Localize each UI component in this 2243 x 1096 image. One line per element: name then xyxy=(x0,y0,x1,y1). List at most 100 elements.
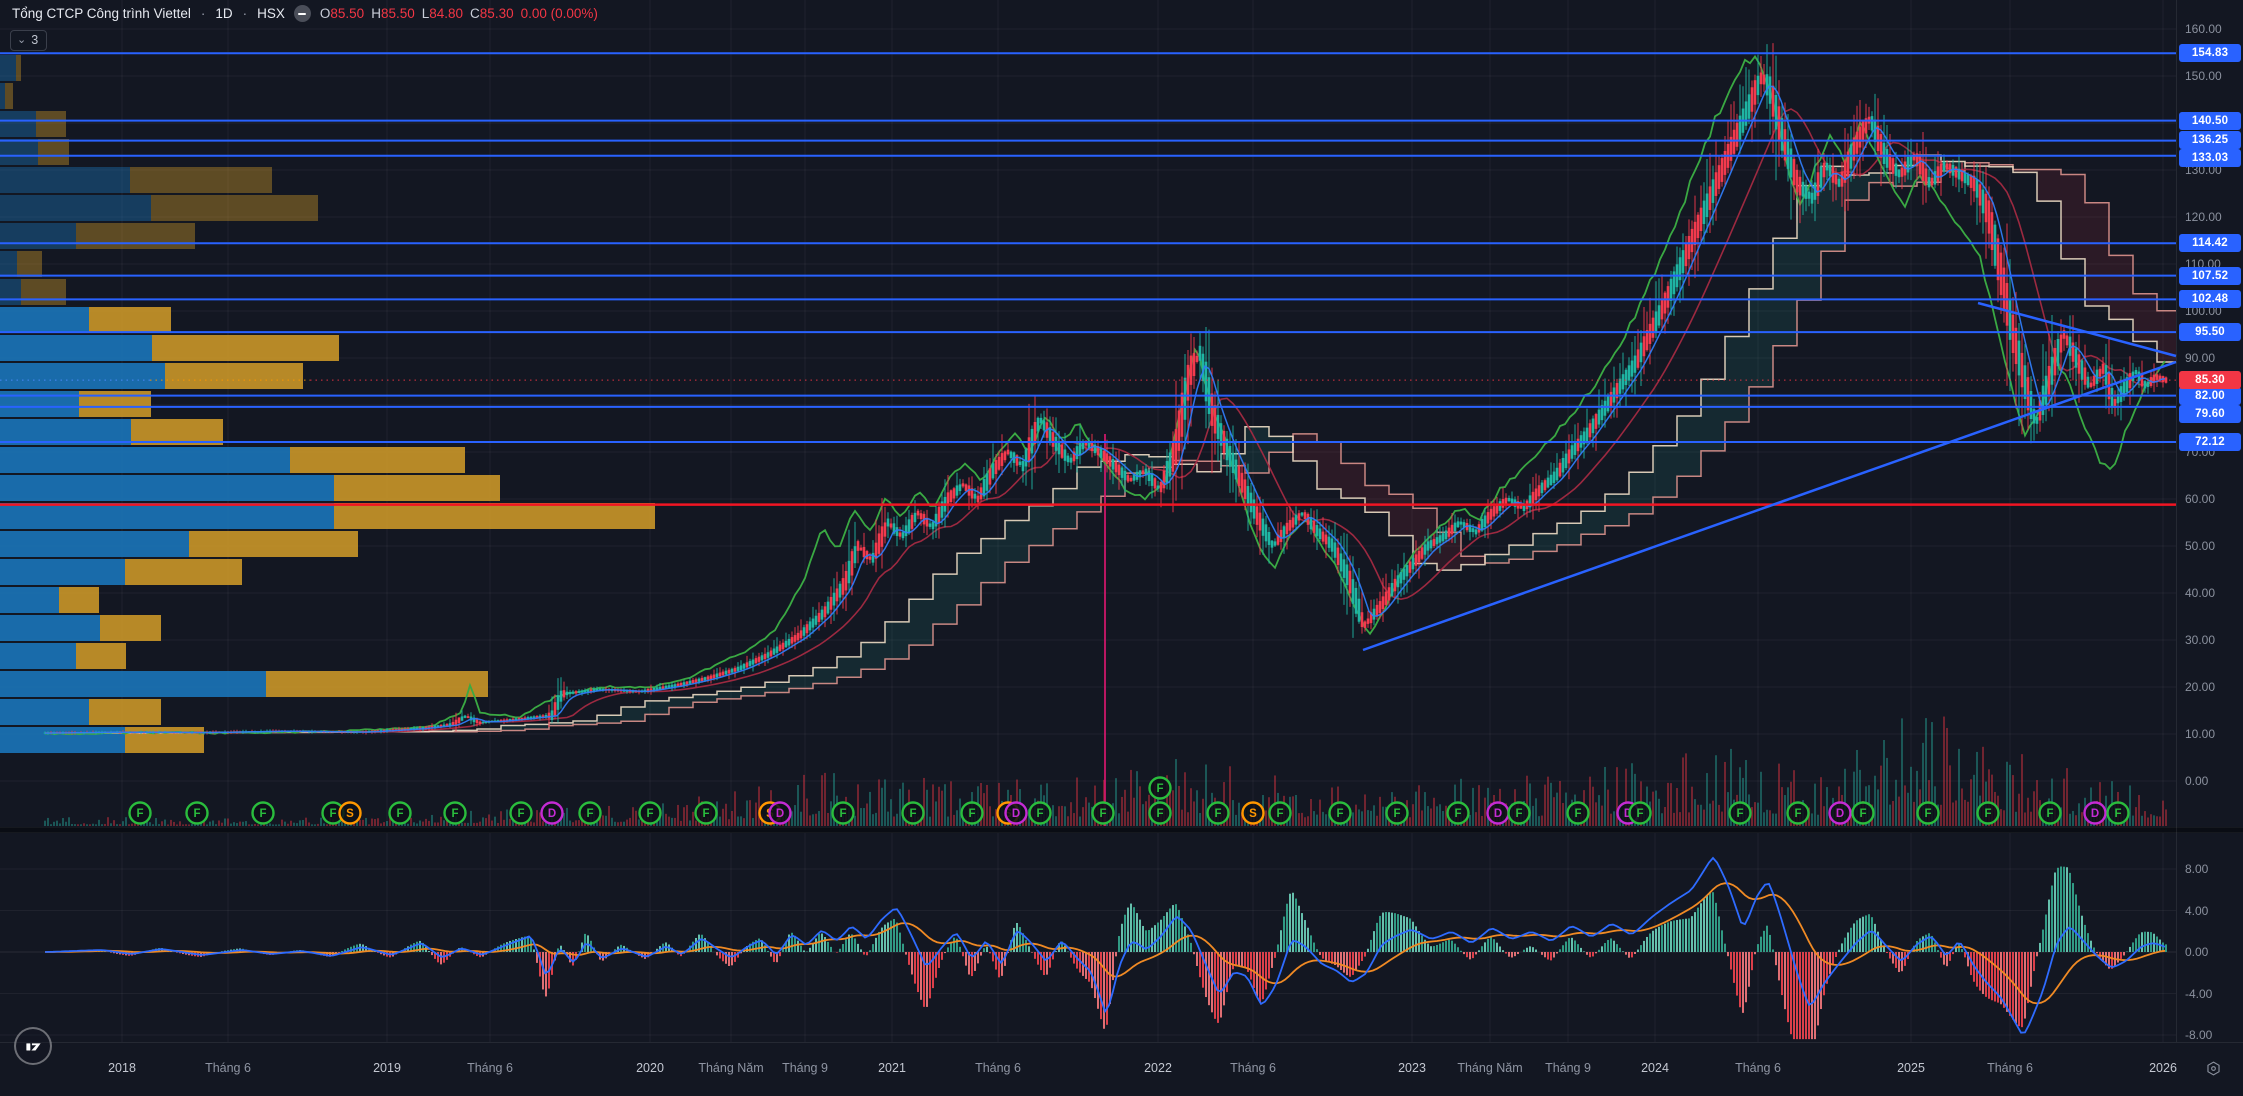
indicator-collapse-button[interactable]: ⌄ 3 xyxy=(10,30,48,51)
time-axis-label: 2026 xyxy=(2149,1061,2177,1075)
marker-F-icon[interactable]: F xyxy=(443,801,467,825)
marker-F-icon[interactable]: F xyxy=(1446,801,1470,825)
marker-F-icon[interactable]: F xyxy=(578,801,602,825)
marker-S-icon[interactable]: S xyxy=(338,801,362,825)
symbol-title[interactable]: Tổng CTCP Công trình Viettel xyxy=(12,6,191,21)
svg-text:F: F xyxy=(1156,808,1163,820)
marker-F-icon[interactable]: F xyxy=(1328,801,1352,825)
indicator-tick-label: -8.00 xyxy=(2185,1028,2213,1042)
marker-D-icon[interactable]: D xyxy=(1828,801,1852,825)
marker-F-icon[interactable]: F xyxy=(831,801,855,825)
marker-F-icon[interactable]: F xyxy=(251,801,275,825)
interval-label[interactable]: 1D xyxy=(215,6,233,21)
marker-F-icon[interactable]: F xyxy=(1786,801,1810,825)
price-level-chip: 140.50 xyxy=(2179,111,2241,130)
price-level-chip: 154.83 xyxy=(2179,44,2241,63)
price-level-chip: 136.25 xyxy=(2179,131,2241,149)
time-axis-label: Tháng 9 xyxy=(1545,1061,1591,1075)
svg-text:F: F xyxy=(1984,808,1991,820)
marker-F-icon[interactable]: F xyxy=(1148,801,1172,825)
marker-D-icon[interactable]: D xyxy=(540,801,564,825)
price-level-chip: 72.12 xyxy=(2179,433,2241,452)
price-level-chip: 133.03 xyxy=(2179,149,2241,167)
marker-F-icon[interactable]: F xyxy=(1028,801,1052,825)
marker-F-icon[interactable]: F xyxy=(901,801,925,825)
comparison-line-blue xyxy=(45,85,2166,734)
macd-line xyxy=(44,856,2166,1034)
marker-F-icon[interactable]: F xyxy=(1206,801,1230,825)
marker-F-icon[interactable]: F xyxy=(638,801,662,825)
tradingview-logo-icon[interactable] xyxy=(14,1027,52,1065)
marker-D-icon[interactable]: D xyxy=(768,801,792,825)
svg-text:F: F xyxy=(1859,808,1866,820)
marker-F-icon[interactable]: F xyxy=(2038,801,2062,825)
svg-text:F: F xyxy=(1574,808,1581,820)
price-pane[interactable] xyxy=(43,43,2181,826)
svg-text:F: F xyxy=(909,808,916,820)
svg-text:S: S xyxy=(346,808,354,820)
indicator-pane[interactable] xyxy=(44,856,2167,1040)
marker-F-icon[interactable]: F xyxy=(1728,801,1752,825)
time-axis-label: 2022 xyxy=(1144,1061,1172,1075)
price-axis[interactable]: 160.00 150.00 130.00 120.00 110.00 100.00 90.0… xyxy=(2177,0,2243,1042)
pane-separator[interactable] xyxy=(0,827,2243,833)
marker-F-icon[interactable]: F xyxy=(1385,801,1409,825)
price-axis-border xyxy=(2176,0,2177,1042)
marker-F-icon[interactable]: F xyxy=(2106,801,2130,825)
legend-separator: · xyxy=(200,6,206,21)
time-axis-label: Tháng 9 xyxy=(782,1061,828,1075)
marker-F-icon[interactable]: F xyxy=(1566,801,1590,825)
price-tick-label: 40.00 xyxy=(2185,586,2216,600)
time-axis-border xyxy=(0,1042,2243,1043)
marker-F-icon[interactable]: F xyxy=(694,801,718,825)
symbol-legend[interactable]: Tổng CTCP Công trình Viettel · 1D · HSX … xyxy=(12,5,598,22)
marker-F-icon[interactable]: F xyxy=(1916,801,1940,825)
marker-D-icon[interactable]: D xyxy=(2083,801,2107,825)
svg-text:F: F xyxy=(1393,808,1400,820)
svg-text:F: F xyxy=(1736,808,1743,820)
svg-text:D: D xyxy=(2091,808,2099,820)
marker-F-icon[interactable]: F xyxy=(1976,801,2000,825)
price-level-chip: 82.00 xyxy=(2179,387,2241,405)
svg-text:F: F xyxy=(1036,808,1043,820)
marker-F-icon[interactable]: F xyxy=(1628,801,1652,825)
marker-S-icon[interactable]: S xyxy=(1241,801,1265,825)
trend-line[interactable] xyxy=(1977,301,2177,358)
high-key: H xyxy=(371,6,381,21)
hide-indicator-icon[interactable] xyxy=(293,5,311,22)
marker-F-icon[interactable]: F xyxy=(1851,801,1875,825)
marker-F-icon[interactable]: F xyxy=(1268,801,1292,825)
svg-text:D: D xyxy=(1494,808,1502,820)
price-tick-label: 160.00 xyxy=(2185,22,2222,36)
time-axis-settings-gear-icon[interactable] xyxy=(2205,1060,2222,1082)
svg-text:F: F xyxy=(517,808,524,820)
time-axis-label: Tháng Năm xyxy=(698,1061,764,1075)
svg-text:D: D xyxy=(548,808,556,820)
candles xyxy=(43,43,2168,735)
svg-text:F: F xyxy=(1515,808,1522,820)
time-axis-label: 2024 xyxy=(1641,1061,1669,1075)
trend-line[interactable] xyxy=(1362,360,2177,652)
marker-F-icon[interactable]: F xyxy=(1148,776,1172,800)
marker-D-icon[interactable]: D xyxy=(1004,801,1028,825)
price-tick-label: 120.00 xyxy=(2185,210,2222,224)
marker-D-icon[interactable]: D xyxy=(1486,801,1510,825)
time-axis[interactable]: 2018 Tháng 6 2019 Tháng 6 2020 Tháng Năm Tháng… xyxy=(0,1043,2243,1096)
marker-F-icon[interactable]: F xyxy=(509,801,533,825)
close-key: C xyxy=(470,6,480,21)
low-value: 84.80 xyxy=(429,6,464,21)
marker-F-icon[interactable]: F xyxy=(1091,801,1115,825)
svg-text:F: F xyxy=(1454,808,1461,820)
marker-F-icon[interactable]: F xyxy=(388,801,412,825)
price-level-chip: 114.42 xyxy=(2179,234,2241,253)
svg-text:F: F xyxy=(1276,808,1283,820)
marker-F-icon[interactable]: F xyxy=(128,801,152,825)
marker-F-icon[interactable]: F xyxy=(960,801,984,825)
price-tick-label: 50.00 xyxy=(2185,539,2216,553)
marker-F-icon[interactable]: F xyxy=(185,801,209,825)
change-value: 0.00 (0.00%) xyxy=(520,6,598,21)
marker-F-icon[interactable]: F xyxy=(1507,801,1531,825)
svg-text:F: F xyxy=(1214,808,1221,820)
time-axis-label: Tháng 6 xyxy=(467,1061,513,1075)
